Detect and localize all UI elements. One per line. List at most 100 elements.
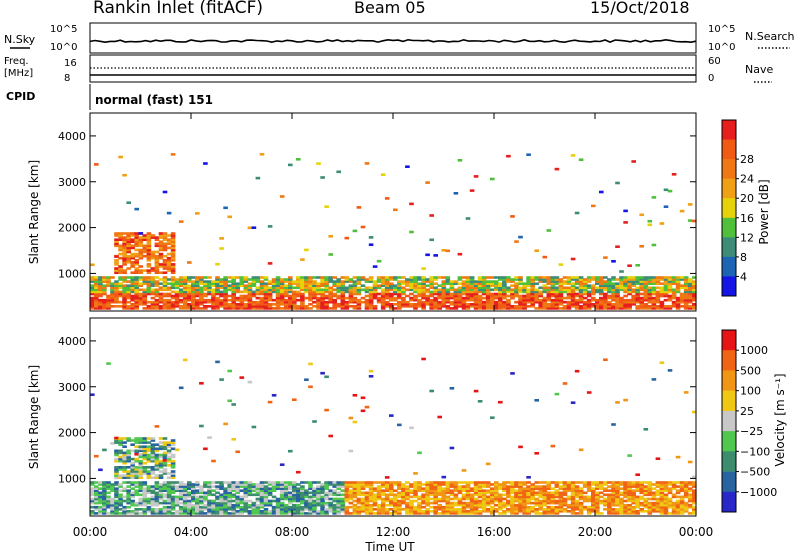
range-cell [578,305,584,308]
range-cell [635,481,640,484]
range-cell [372,503,378,507]
range-cell [421,278,426,281]
range-cell [409,288,414,292]
range-cell [344,236,350,240]
range-cell [417,451,422,455]
range-cell [554,481,560,484]
range-cell [114,259,119,262]
range-cell [615,483,620,486]
range-cell [275,481,281,484]
range-cell [138,445,144,448]
range-cell [453,485,459,488]
range-cell [166,449,172,453]
range-cell [166,298,172,302]
range-cell [98,305,103,308]
range-cell [376,284,382,287]
range-cell [174,481,180,484]
range-cell [372,288,378,292]
range-cell [510,508,515,511]
range-cell [275,296,281,300]
range-cell [441,296,447,300]
range-cell [639,296,644,300]
range-cell [170,483,176,486]
range-cell [380,300,386,304]
range-cell [106,487,111,490]
range-cell [514,284,519,287]
range-cell [574,505,580,509]
range-cell [514,276,519,279]
range-cell [586,294,592,298]
range-cell [219,483,224,486]
range-cell [178,497,184,501]
range-cell [150,282,156,285]
range-cell [582,491,588,495]
range-cell [170,481,176,484]
range-cell [126,305,131,308]
range-cell [126,250,131,254]
range-cell [304,489,309,492]
range-cell [481,303,487,306]
range-cell [150,485,156,488]
range-cell [162,485,168,488]
range-cell [490,501,495,505]
range-cell [498,495,503,499]
range-cell [623,280,628,283]
range-cell [619,512,624,515]
range-cell [687,487,693,490]
range-cell [481,491,487,495]
range-cell [207,505,212,509]
range-cell [380,512,386,515]
range-cell [558,485,564,488]
range-cell [170,244,176,248]
range-cell [219,378,224,381]
range-cell [191,284,196,287]
range-cell [643,505,649,509]
range-cell [485,303,491,306]
range-cell [142,487,148,490]
range-cell [300,485,305,488]
colorbar-swatch [722,471,736,493]
range-cell [663,280,669,283]
range-cell [659,305,665,308]
range-cell [102,499,107,503]
range-cell [308,487,313,490]
range-cell [223,495,228,499]
range-cell [158,246,164,250]
range-cell [170,267,176,270]
range-cell [389,508,394,511]
range-cell [259,153,265,156]
range-cell [191,495,196,499]
range-cell [510,497,515,501]
range-cell [611,501,616,505]
range-cell [259,497,265,501]
range-cell [611,282,616,285]
range-cell [586,499,592,503]
range-cell [328,510,333,513]
range-cell [292,307,297,310]
range-cell [223,307,228,310]
range-cell [570,401,576,404]
range-cell [627,286,632,290]
range-cell [376,491,382,495]
range-cell [138,497,144,501]
range-cell [360,276,366,279]
range-cell [647,505,653,509]
range-cell [356,493,362,497]
range-cell [340,510,346,513]
range-cell [481,296,487,300]
range-cell [663,286,669,290]
range-cell [304,286,309,290]
range-cell [142,276,148,279]
range-cell [635,505,640,509]
range-cell [312,276,317,279]
range-cell [494,508,499,511]
range-cell [267,225,273,228]
range-cell [380,307,386,310]
range-cell [692,508,697,511]
range-cell [158,300,164,304]
range-cell [247,487,253,490]
range-cell [473,280,479,283]
range-cell [134,276,139,279]
range-cell [122,489,127,492]
range-cell [134,232,139,235]
